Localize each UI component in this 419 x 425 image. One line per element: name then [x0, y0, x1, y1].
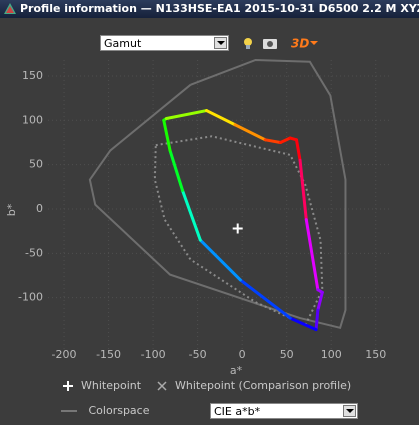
x-tick-label: 50: [280, 348, 294, 361]
legend-label: Colorspace: [88, 404, 150, 417]
colorspace-outline: [88, 58, 347, 330]
y-tick-label: 50: [29, 158, 43, 171]
x-tick-label: -200: [52, 348, 77, 361]
space-select-text: CIE a*b*: [214, 405, 261, 418]
x-tick-label: 0: [239, 348, 246, 361]
gamut-segment: [162, 118, 172, 152]
gamut-segment: [304, 218, 320, 292]
camera-icon[interactable]: [263, 39, 277, 49]
app-icon: [4, 3, 16, 14]
gamut-segment: [238, 278, 292, 320]
bulb-icon[interactable]: [244, 38, 252, 49]
x-tick-label: -100: [141, 348, 166, 361]
whitepoint-marker: [232, 223, 243, 234]
gamut-segment: [263, 138, 282, 144]
legend-comparison-whitepoint: Whitepoint (Comparison profile): [156, 379, 351, 392]
legend-colorspace: Colorspace: [60, 404, 150, 417]
legend-cross: [157, 381, 167, 391]
3d-button[interactable]: 3D: [291, 37, 318, 51]
gamut-segment: [294, 138, 302, 162]
y-tick-label: 150: [22, 69, 43, 82]
legend-line: [61, 410, 77, 412]
dropdown-button[interactable]: [343, 405, 356, 417]
gamut-segment: [278, 136, 292, 144]
x-tick-label: -150: [96, 348, 121, 361]
gamut-segment: [316, 290, 324, 312]
legend-whitepoint: Whitepoint: [62, 379, 141, 392]
view-select[interactable]: Gamut: [100, 35, 229, 51]
y-axis-label: b*: [5, 203, 18, 216]
gamut-segment: [198, 238, 242, 282]
gamut-segment: [164, 109, 209, 121]
dropdown-button[interactable]: [214, 37, 227, 49]
legend-label: Whitepoint: [81, 379, 142, 392]
gamut-segment: [298, 158, 308, 222]
legend-plus: [63, 381, 73, 391]
gamut-segment: [180, 188, 202, 242]
toolbar-icons: 3D: [244, 37, 318, 51]
y-tick-label: -50: [25, 246, 43, 259]
y-tick-label: -100: [18, 291, 43, 304]
y-tick-label: 100: [22, 113, 43, 126]
gamut-segment: [205, 109, 237, 127]
gamut-segment: [168, 148, 184, 192]
legend-label: Whitepoint (Comparison profile): [175, 379, 352, 392]
x-axis-label: a*: [230, 364, 243, 377]
x-tick-label: 100: [321, 348, 342, 361]
gamut-segment: [288, 316, 318, 332]
y-tick-label: 0: [36, 202, 43, 215]
x-tick-label: 150: [365, 348, 386, 361]
x-tick-label: -50: [189, 348, 207, 361]
view-select-text: Gamut: [104, 37, 142, 50]
window-title: Profile information — N133HSE-EA1 2015-1…: [20, 2, 419, 15]
svg-text:3D: 3D: [291, 37, 309, 51]
title-bar: Profile information — N133HSE-EA1 2015-1…: [0, 0, 419, 18]
gamut-segment: [314, 308, 320, 332]
space-select[interactable]: CIE a*b*: [210, 403, 358, 419]
gamut-segment: [233, 123, 267, 142]
